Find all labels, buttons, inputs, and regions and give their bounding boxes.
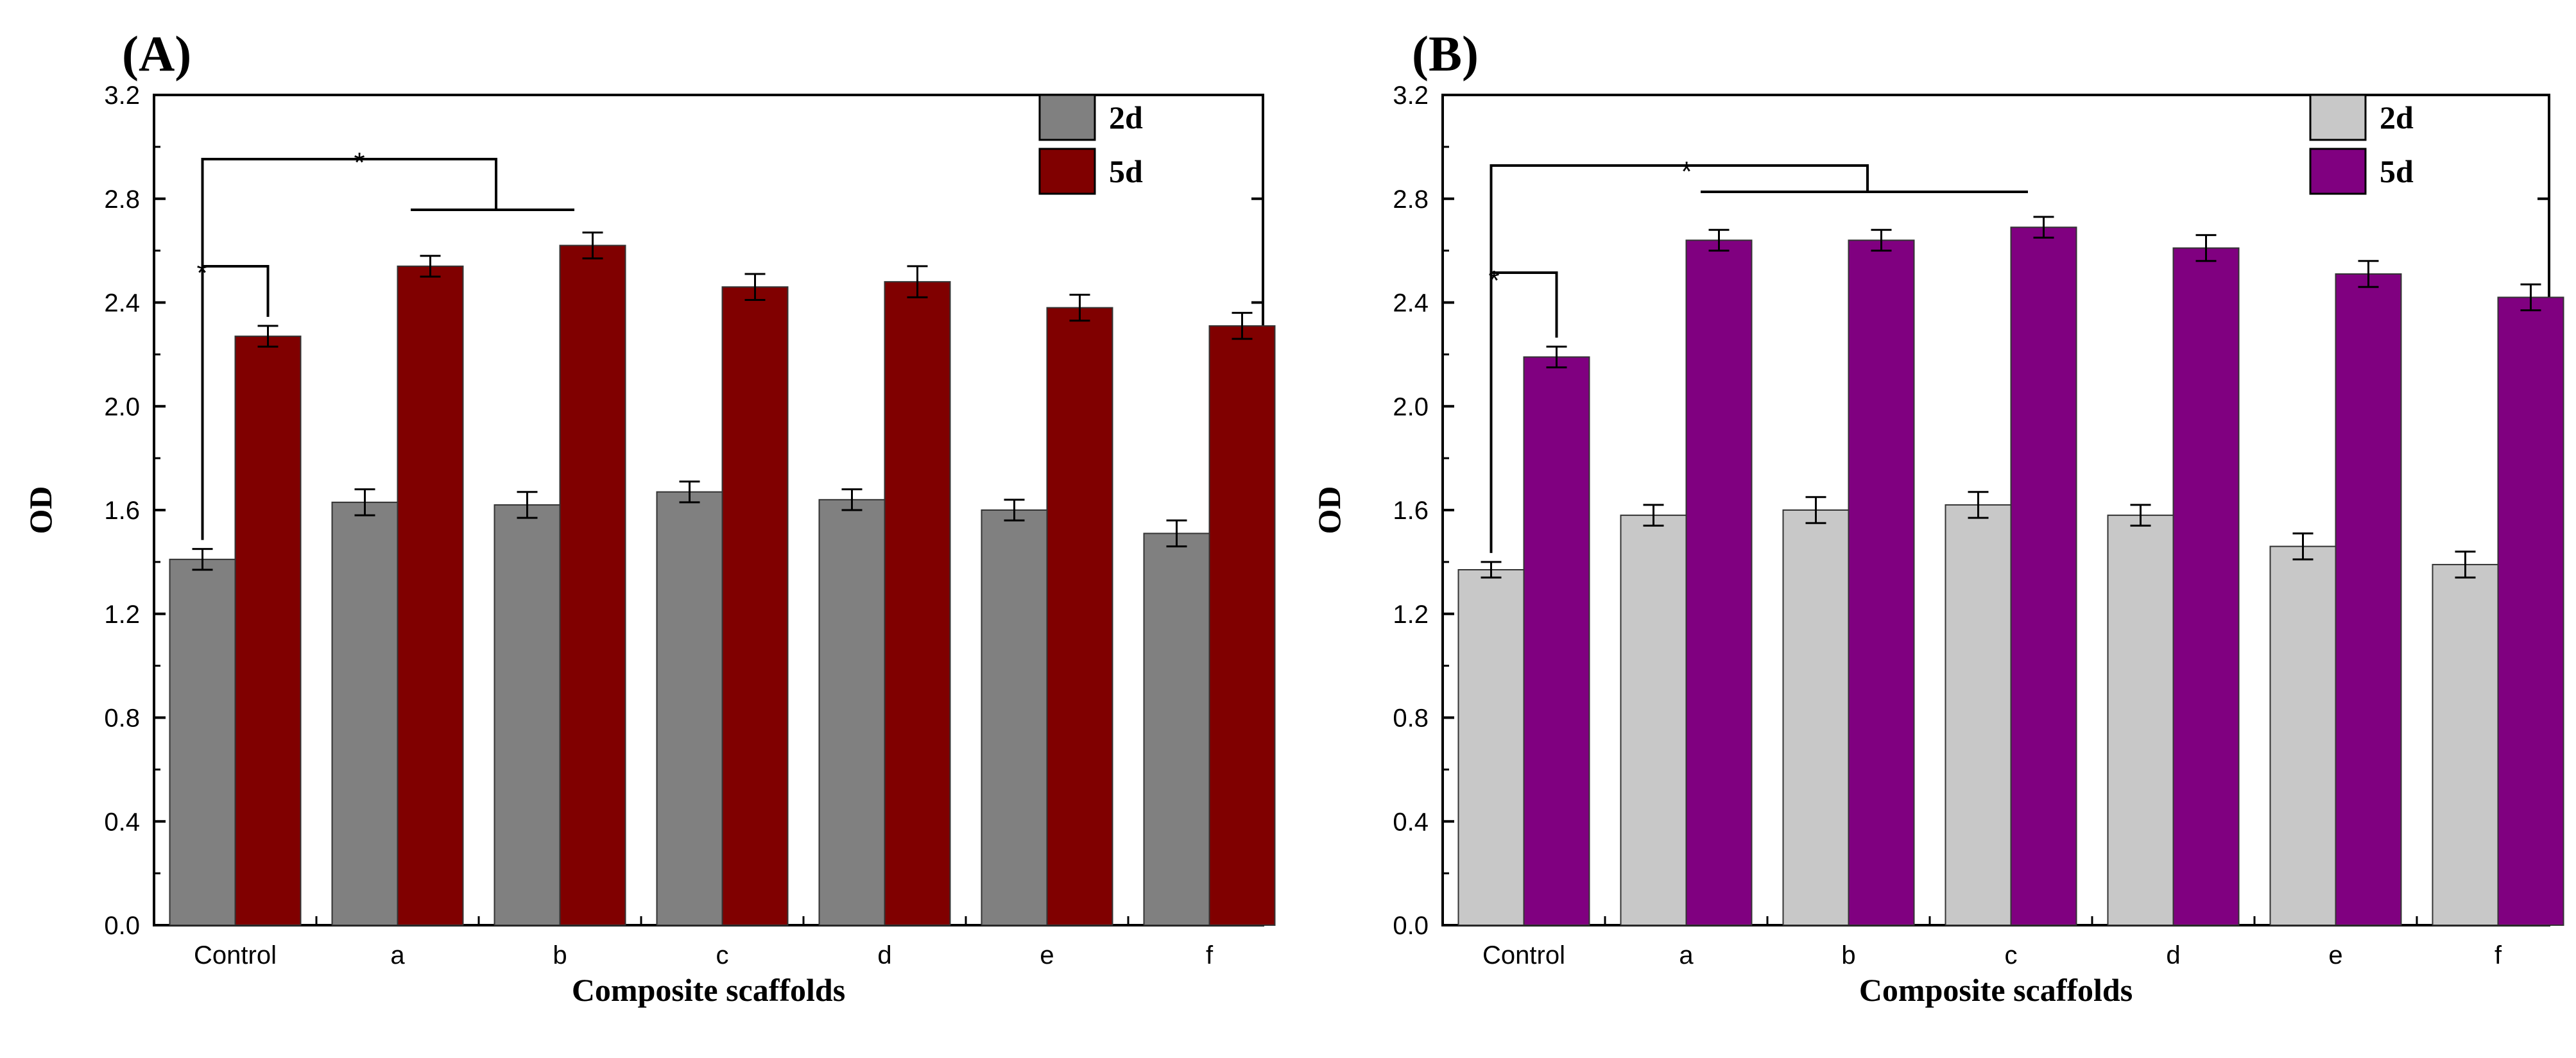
bar-5d-c [2010, 226, 2077, 926]
y-axis-title: OD [22, 486, 58, 534]
x-tick-label: a [390, 941, 405, 969]
bar-5d-a [1685, 239, 1753, 926]
x-tick-label: f [1206, 941, 1214, 969]
significance-star: * [1488, 265, 1499, 296]
bar-2d-c [656, 491, 723, 926]
y-tick-label: 1.2 [1393, 601, 1429, 629]
bar-5d-e [2335, 273, 2402, 926]
legend-label-5d: 5d [2380, 153, 2414, 189]
bar-5d-e [1046, 307, 1113, 926]
panel-label: (A) [122, 26, 191, 81]
y-tick-label: 1.6 [104, 497, 140, 525]
bar-2d-f [2432, 563, 2499, 926]
y-tick-label: 0.4 [104, 808, 140, 836]
x-tick-label: c [716, 941, 729, 969]
panel-label: (B) [1412, 26, 1479, 81]
y-tick-label: 0.8 [104, 704, 140, 733]
bar-5d-Control [1523, 356, 1590, 926]
x-tick-label: d [2166, 941, 2180, 969]
bar-2d-c [1945, 504, 2012, 926]
bar-2d-d [2107, 515, 2174, 926]
bar-2d-f [1143, 533, 1210, 926]
bar-2d-a [331, 501, 399, 926]
y-axis-title: OD [1311, 486, 1347, 534]
significance-bracket-groups [201, 158, 497, 266]
y-tick-label: 2.0 [104, 393, 140, 421]
bar-2d-Control [169, 558, 236, 926]
legend-label-2d: 2d [2380, 99, 2414, 135]
chart-panel-a: (A) 0.0 0.4 0.8 1.2 1.6 2.0 2.4 2.8 3.2 Control a b c… [22, 26, 1276, 1008]
significance-bracket-groups [1490, 164, 1869, 273]
y-tick-label: 2.8 [1393, 185, 1429, 214]
y-tick-label: 3.2 [1393, 81, 1429, 110]
significance-bracket-control [1490, 271, 1558, 553]
x-tick-label: b [1841, 941, 1855, 969]
bar-5d-b [1848, 239, 1915, 926]
y-tick-label: 2.4 [1393, 289, 1429, 318]
x-tick-label: f [2494, 941, 2502, 969]
x-tick-label: b [553, 941, 567, 969]
x-tick-label: c [2005, 941, 2018, 969]
bar-5d-c [721, 286, 789, 926]
bar-2d-e [981, 509, 1048, 926]
x-tick-label: Control [194, 941, 277, 969]
bar-2d-Control [1457, 569, 1525, 926]
x-axis-title: Composite scaffolds [1859, 972, 2133, 1008]
legend-label-5d: 5d [1109, 153, 1143, 189]
y-tick-label: 0.0 [1393, 912, 1429, 940]
significance-bracket-control [201, 265, 270, 540]
bar-5d-f [1208, 325, 1276, 926]
significance-star: * [1681, 156, 1692, 187]
legend-swatch-2d [1038, 94, 1096, 141]
legend-swatch-5d [1038, 148, 1096, 195]
x-tick-label: a [1679, 941, 1694, 969]
legend-swatch-2d [2309, 94, 2367, 141]
y-tick-label: 1.2 [104, 601, 140, 629]
y-tick-label: 0.8 [1393, 704, 1429, 733]
bar-2d-b [494, 504, 561, 926]
x-tick-label: Control [1482, 941, 1565, 969]
significance-star: * [354, 147, 365, 178]
bar-5d-Control [234, 336, 302, 926]
y-tick-label: 0.0 [104, 912, 140, 940]
y-tick-label: 1.6 [1393, 497, 1429, 525]
y-tick-label: 3.2 [104, 81, 140, 110]
x-tick-label: e [1040, 941, 1054, 969]
y-tick-label: 0.4 [1393, 808, 1429, 836]
x-tick-label: d [877, 941, 891, 969]
bar-5d-d [884, 281, 951, 926]
y-tick-label: 2.0 [1393, 393, 1429, 421]
bar-2d-e [2269, 545, 2337, 926]
legend-swatch-5d [2309, 148, 2367, 195]
bar-5d-d [2172, 247, 2240, 926]
bar-5d-a [397, 265, 464, 926]
bar-2d-d [818, 499, 886, 926]
x-tick-label: e [2328, 941, 2342, 969]
significance-star: * [196, 257, 207, 289]
y-tick-label: 2.4 [104, 289, 140, 318]
bar-2d-a [1620, 515, 1687, 926]
bar-5d-f [2497, 296, 2564, 926]
legend-label-2d: 2d [1109, 99, 1143, 135]
x-axis-title: Composite scaffolds [572, 972, 845, 1008]
bar-2d-b [1782, 509, 1850, 926]
y-tick-label: 2.8 [104, 185, 140, 214]
bar-5d-b [559, 244, 626, 926]
chart-panel-b: (B) 0.0 0.4 0.8 1.2 1.6 2.0 2.4 2.8 3.2 Control a b c… [1311, 26, 2564, 1008]
